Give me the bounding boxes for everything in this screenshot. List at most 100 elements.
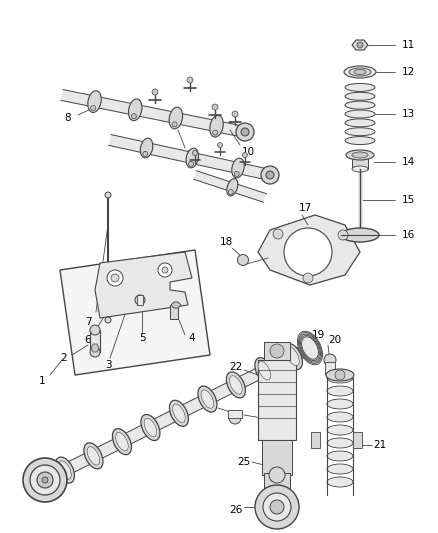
Ellipse shape xyxy=(345,84,375,92)
Ellipse shape xyxy=(186,148,198,168)
Circle shape xyxy=(228,190,233,195)
Circle shape xyxy=(212,104,218,110)
Bar xyxy=(258,360,296,440)
Text: 18: 18 xyxy=(219,237,233,247)
Text: 9: 9 xyxy=(187,150,193,160)
Ellipse shape xyxy=(345,110,375,118)
Bar xyxy=(90,330,100,352)
Circle shape xyxy=(255,485,299,529)
Circle shape xyxy=(91,106,96,110)
Text: 25: 25 xyxy=(237,457,251,467)
Circle shape xyxy=(237,254,248,265)
Ellipse shape xyxy=(116,432,128,451)
Circle shape xyxy=(324,354,336,366)
Ellipse shape xyxy=(88,91,101,112)
Ellipse shape xyxy=(226,372,245,398)
Ellipse shape xyxy=(298,333,321,364)
Circle shape xyxy=(105,317,111,323)
Ellipse shape xyxy=(300,335,319,361)
Circle shape xyxy=(105,192,111,198)
Circle shape xyxy=(143,151,148,156)
Circle shape xyxy=(263,493,291,521)
Ellipse shape xyxy=(140,138,153,158)
Polygon shape xyxy=(194,171,266,203)
Circle shape xyxy=(107,270,123,286)
Text: 19: 19 xyxy=(311,330,325,340)
Ellipse shape xyxy=(327,386,353,396)
Circle shape xyxy=(90,325,100,335)
Text: 1: 1 xyxy=(39,376,45,386)
Circle shape xyxy=(270,500,284,514)
Ellipse shape xyxy=(141,415,160,440)
Text: 15: 15 xyxy=(401,195,415,205)
Ellipse shape xyxy=(352,166,368,172)
Circle shape xyxy=(243,152,247,157)
Ellipse shape xyxy=(286,348,299,366)
Ellipse shape xyxy=(128,99,142,120)
Bar xyxy=(325,362,335,374)
Ellipse shape xyxy=(341,228,379,242)
Ellipse shape xyxy=(170,400,188,426)
Ellipse shape xyxy=(297,331,322,365)
Circle shape xyxy=(213,130,218,135)
Bar xyxy=(352,155,368,169)
Text: 4: 4 xyxy=(189,333,195,343)
Bar xyxy=(262,440,292,475)
Ellipse shape xyxy=(144,418,157,437)
Circle shape xyxy=(241,128,249,136)
Text: 7: 7 xyxy=(85,317,91,327)
Polygon shape xyxy=(61,90,246,138)
Text: 5: 5 xyxy=(139,333,145,343)
Ellipse shape xyxy=(258,361,271,380)
Ellipse shape xyxy=(302,337,318,359)
Polygon shape xyxy=(109,135,271,180)
Circle shape xyxy=(232,111,238,117)
Text: 3: 3 xyxy=(105,360,111,370)
Text: 6: 6 xyxy=(85,335,91,345)
Circle shape xyxy=(273,229,283,239)
Ellipse shape xyxy=(345,92,375,100)
Ellipse shape xyxy=(345,136,375,144)
Ellipse shape xyxy=(198,386,217,412)
Polygon shape xyxy=(311,432,320,448)
Text: 23: 23 xyxy=(230,410,243,420)
Text: 21: 21 xyxy=(373,440,387,450)
Ellipse shape xyxy=(345,119,375,127)
Ellipse shape xyxy=(327,399,353,409)
Circle shape xyxy=(236,123,254,141)
Circle shape xyxy=(270,344,284,358)
Circle shape xyxy=(152,89,158,95)
Ellipse shape xyxy=(327,412,353,422)
Ellipse shape xyxy=(346,150,374,160)
Circle shape xyxy=(338,230,348,240)
Polygon shape xyxy=(42,343,313,486)
Polygon shape xyxy=(352,40,368,50)
Polygon shape xyxy=(60,250,210,375)
Ellipse shape xyxy=(232,158,244,178)
Ellipse shape xyxy=(345,128,375,136)
Ellipse shape xyxy=(327,451,353,461)
Circle shape xyxy=(284,228,332,276)
Ellipse shape xyxy=(352,152,368,158)
Circle shape xyxy=(192,150,198,156)
Circle shape xyxy=(218,142,223,148)
Circle shape xyxy=(135,295,145,305)
Circle shape xyxy=(162,267,168,273)
Circle shape xyxy=(269,467,285,483)
Text: 11: 11 xyxy=(401,40,415,50)
Bar xyxy=(264,473,290,491)
Text: 26: 26 xyxy=(230,505,243,515)
Circle shape xyxy=(37,472,53,488)
Circle shape xyxy=(172,122,177,127)
Circle shape xyxy=(30,465,60,495)
Ellipse shape xyxy=(327,438,353,448)
Polygon shape xyxy=(95,252,192,318)
Circle shape xyxy=(23,458,67,502)
Circle shape xyxy=(131,114,136,119)
Ellipse shape xyxy=(300,334,321,362)
Ellipse shape xyxy=(173,404,185,423)
Ellipse shape xyxy=(227,179,238,196)
Ellipse shape xyxy=(56,457,74,483)
Text: 8: 8 xyxy=(65,113,71,123)
Text: 14: 14 xyxy=(401,157,415,167)
